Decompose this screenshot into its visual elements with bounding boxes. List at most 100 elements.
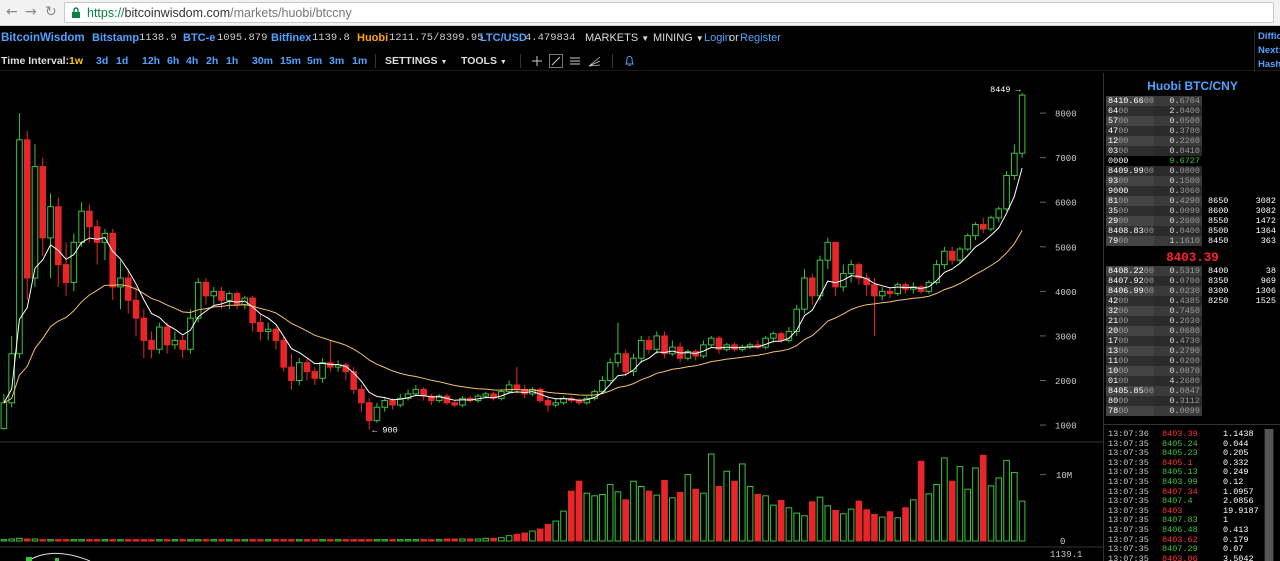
exchange-huobi[interactable]: Huobi	[357, 32, 389, 44]
exchange-ltcusd[interactable]: LTC/USD	[480, 32, 527, 44]
interval-4h[interactable]: 4h	[186, 55, 199, 67]
interval-1h[interactable]: 1h	[226, 55, 239, 67]
ask-price-dim: 00	[1118, 236, 1129, 246]
ask-row[interactable]: 0300 0.0410	[1104, 146, 1280, 156]
interval-2h[interactable]: 2h	[206, 55, 219, 67]
ask-row[interactable]: 6400 2.0400	[1104, 106, 1280, 116]
bid-row[interactable]: 1100 0.0200	[1104, 356, 1280, 366]
forward-icon[interactable]: →	[25, 4, 37, 20]
bid-row[interactable]: 4200 0.4385 8250 1525	[1104, 296, 1280, 306]
mining-menu[interactable]: MINING ▼	[653, 32, 704, 44]
bid-sum-price: 8350	[1208, 276, 1229, 286]
volume-bar	[210, 539, 218, 542]
trade-time: 13:07:35	[1108, 544, 1149, 555]
ask-row[interactable]: 4700 0.3780	[1104, 126, 1280, 136]
trendline-icon[interactable]	[549, 54, 563, 68]
ask-row[interactable]: 0000 9.6727	[1104, 156, 1280, 166]
bid-row[interactable]: 8000 0.3112	[1104, 396, 1280, 406]
brand-logo[interactable]: BitcoinWisdom	[1, 32, 85, 44]
reload-icon[interactable]: ↻	[45, 4, 57, 20]
trade-price: 8407.83	[1162, 515, 1198, 526]
bid-row[interactable]: 0100 4.2680	[1104, 376, 1280, 386]
tools-menu[interactable]: TOOLS ▼	[461, 55, 507, 67]
register-link[interactable]: Register	[740, 32, 781, 44]
interval-30m[interactable]: 30m	[252, 55, 274, 67]
back-icon[interactable]: ←	[6, 4, 18, 20]
ask-row[interactable]: 8408.8300 0.0400 8500 1364	[1104, 226, 1280, 236]
volume-bar	[358, 539, 365, 542]
exchange-bitstamp[interactable]: Bitstamp	[92, 32, 140, 44]
login-link[interactable]: Login	[704, 32, 731, 44]
bid-row[interactable]: 1700 0.4730	[1104, 336, 1280, 346]
bid-row[interactable]: 2100 0.2030	[1104, 316, 1280, 326]
candle-up	[482, 393, 490, 397]
interval-5m[interactable]: 5m	[307, 55, 323, 67]
ask-amount-dim: 0400	[1179, 106, 1200, 116]
bid-row[interactable]: 3200 0.7450	[1104, 306, 1280, 316]
interval-1d[interactable]: 1d	[116, 55, 129, 67]
ask-row[interactable]: 8409.9900 0.0800	[1104, 166, 1280, 176]
exchange-btce[interactable]: BTC-e	[183, 32, 216, 44]
bid-row[interactable]: 7800 0.0099	[1104, 406, 1280, 416]
bid-row[interactable]: 8408.2200 0.5319 8400 38	[1104, 266, 1280, 276]
interval-1w[interactable]: 1w	[69, 55, 84, 67]
horizontal-lines-icon[interactable]	[569, 55, 581, 67]
ask-row[interactable]: 8410.6600 0.6704	[1104, 96, 1280, 106]
bell-icon[interactable]	[624, 55, 635, 67]
ask-price: 6400	[1106, 106, 1154, 116]
address-bar[interactable]: https://bitcoinwisdom.com/markets/huobi/…	[64, 2, 1274, 23]
volume-bar	[630, 480, 637, 542]
crosshair-icon[interactable]	[531, 55, 543, 67]
ask-sum-amount: 1472	[1255, 216, 1276, 226]
interval-1m[interactable]: 1m	[352, 55, 368, 67]
candle-down	[979, 224, 987, 230]
y-tick-label: 4000	[1055, 288, 1077, 298]
bid-price-dim: 00	[1118, 336, 1129, 346]
exchange-bitfinex[interactable]: Bitfinex	[271, 32, 312, 44]
candle-up	[319, 362, 326, 379]
bid-row[interactable]: 8407.9200 0.0700 8350 969	[1104, 276, 1280, 286]
price-chart[interactable]: 1000 2000 3000 4000 5000 6000 7000 8000 8449 → ← …	[0, 73, 1103, 561]
ask-row[interactable]: 9000 0.3060	[1104, 186, 1280, 196]
volume-bar	[684, 474, 692, 542]
volume-bar	[777, 499, 785, 542]
settings-menu[interactable]: SETTINGS ▼	[385, 55, 447, 67]
bid-amount-main: 4.	[1169, 376, 1180, 386]
bid-amount-main: 0.	[1169, 336, 1180, 346]
volume-bar	[62, 539, 70, 542]
bid-row[interactable]: 2000 0.0680	[1104, 326, 1280, 336]
ask-amount-main: 9.	[1169, 156, 1180, 166]
interval-3d[interactable]: 3d	[96, 55, 109, 67]
bid-row[interactable]: 8406.9900 0.0230 8300 1306	[1104, 286, 1280, 296]
volume-bar	[816, 496, 824, 542]
bid-amount-main: 0.	[1169, 386, 1180, 396]
trade-scrollbar-thumb[interactable]	[1265, 429, 1273, 561]
bid-row[interactable]: 1300 0.2790	[1104, 346, 1280, 356]
bid-price-main: 32	[1108, 306, 1119, 316]
candle-up	[824, 241, 832, 261]
bid-amount-dim: 2790	[1179, 346, 1200, 356]
ask-row[interactable]: 2900 0.2600 8550 1472	[1104, 216, 1280, 226]
ask-row[interactable]: 9300 0.1500	[1104, 176, 1280, 186]
interval-12h[interactable]: 12h	[142, 55, 161, 67]
ask-row[interactable]: 3500 0.0099 8600 3082	[1104, 206, 1280, 216]
ask-row[interactable]: 7900 1.1610 8450 363	[1104, 236, 1280, 246]
ask-amount-main: 0.	[1169, 136, 1180, 146]
candle-down	[917, 286, 925, 292]
ask-price: 5700	[1106, 116, 1154, 126]
interval-6h[interactable]: 6h	[167, 55, 180, 67]
ask-price-main: 29	[1108, 216, 1119, 226]
fibonacci-icon[interactable]	[588, 55, 601, 67]
trade-scrollbar[interactable]	[1264, 429, 1274, 561]
bid-row[interactable]: 1000 0.0870	[1104, 366, 1280, 376]
markets-menu[interactable]: MARKETS ▼	[585, 32, 649, 44]
interval-3m[interactable]: 3m	[329, 55, 345, 67]
ask-row[interactable]: 8100 0.4290 8650 3082	[1104, 196, 1280, 206]
candle-down	[544, 400, 552, 406]
ask-row[interactable]: 1200 0.2260	[1104, 136, 1280, 146]
bid-amount-main: 0.	[1169, 266, 1180, 276]
ask-row[interactable]: 5700 0.0500	[1104, 116, 1280, 126]
bid-row[interactable]: 8405.8500 0.0847	[1104, 386, 1280, 396]
interval-15m[interactable]: 15m	[280, 55, 302, 67]
ask-price-dim: 00	[1143, 226, 1154, 236]
